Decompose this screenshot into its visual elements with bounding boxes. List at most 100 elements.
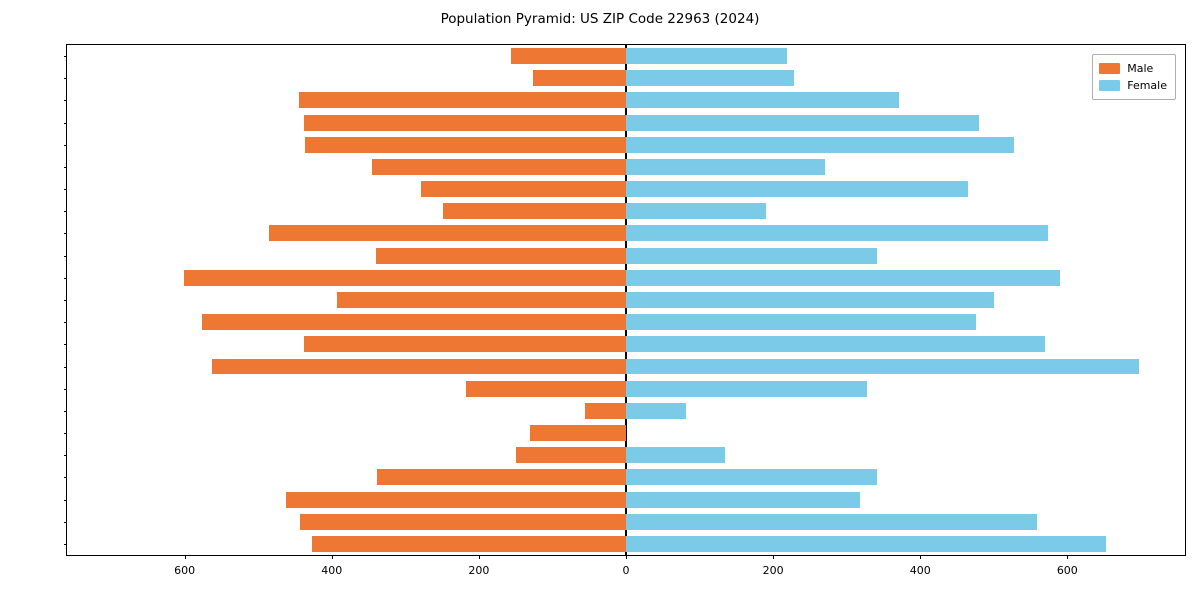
bar-male[interactable] [532,70,626,87]
pyramid-row [67,314,1185,331]
x-axis-label: 600 [174,564,196,577]
y-axis-tick [63,277,67,279]
pyramid-row [67,447,1185,464]
x-axis-tick [331,555,333,559]
bar-female[interactable] [626,158,826,175]
bar-female[interactable] [626,469,877,486]
legend-label: Male [1127,62,1154,75]
bar-female[interactable] [626,269,1060,286]
pyramid-row [67,336,1185,353]
bar-female[interactable] [626,203,767,220]
pyramid-row [67,402,1185,419]
bar-male[interactable] [183,269,626,286]
bar-male[interactable] [516,447,626,464]
bar-male[interactable] [465,380,626,397]
bar-male[interactable] [286,491,626,508]
pyramid-row [67,491,1185,508]
bar-male[interactable] [442,203,626,220]
y-axis-tick [63,78,67,80]
bar-female[interactable] [626,136,1014,153]
pyramid-row [67,136,1185,153]
bar-male[interactable] [303,336,626,353]
pyramid-row [67,181,1185,198]
legend-swatch-icon [1099,63,1121,74]
y-axis-tick [63,189,67,191]
x-axis-tick [478,555,480,559]
pyramid-row [67,70,1185,87]
y-axis-tick [63,521,67,523]
x-axis-tick [184,555,186,559]
y-axis-tick [63,300,67,301]
y-axis-tick [63,122,67,124]
bar-female[interactable] [626,402,687,419]
bar-female[interactable] [626,48,788,65]
bar-male[interactable] [299,92,626,109]
pyramid-row [67,425,1185,441]
bar-male[interactable] [336,292,626,308]
bar-male[interactable] [420,181,626,198]
bar-male[interactable] [311,535,626,552]
bar-female[interactable] [626,535,1107,552]
bar-female[interactable] [626,92,899,109]
bar-female[interactable] [626,181,969,198]
bar-female[interactable] [626,513,1038,530]
bar-male[interactable] [211,358,626,375]
bar-female[interactable] [626,358,1139,375]
y-axis-tick [63,433,67,435]
y-axis-tick [63,233,67,235]
y-axis-tick [63,388,67,390]
bar-male[interactable] [300,513,626,530]
y-axis-tick [63,255,67,257]
bar-male[interactable] [201,314,626,331]
bar-male[interactable] [377,469,626,486]
zero-axis-line [625,45,627,555]
y-axis-tick [63,543,67,545]
x-axis-label: 400 [321,564,343,577]
bar-female[interactable] [626,247,877,264]
x-axis-label: 600 [1056,564,1078,577]
y-axis-tick [63,144,67,146]
y-axis-tick [63,211,67,213]
bar-female[interactable] [626,380,867,397]
pyramid-row [67,48,1185,65]
bar-female[interactable] [626,114,980,131]
bar-female[interactable] [626,336,1046,353]
bar-male[interactable] [511,48,626,65]
y-axis-tick [63,366,67,368]
bar-male[interactable] [371,158,626,175]
y-axis-tick [63,455,67,457]
plot-area [67,45,1185,555]
y-axis-tick [63,322,67,324]
bar-male[interactable] [303,114,626,131]
bar-male[interactable] [529,425,626,441]
pyramid-row [67,513,1185,530]
bar-female[interactable] [626,447,725,464]
x-axis-tick [773,555,775,559]
pyramid-row [67,535,1185,552]
legend-swatch-icon [1099,80,1121,91]
chart-legend: Male Female [1092,54,1176,100]
bar-female[interactable] [626,292,994,308]
pyramid-row [67,247,1185,264]
bar-male[interactable] [584,402,626,419]
bar-female[interactable] [626,491,860,508]
legend-label: Female [1127,79,1167,92]
bar-female[interactable] [626,70,794,87]
bar-male[interactable] [375,247,626,264]
legend-item[interactable]: Female [1099,77,1167,94]
y-axis-tick [63,100,67,102]
pyramid-row [67,269,1185,286]
legend-item[interactable]: Male [1099,60,1167,77]
y-axis-tick [63,166,67,168]
bar-female[interactable] [626,225,1049,242]
pyramid-row [67,203,1185,220]
x-axis-tick [1067,555,1069,559]
pyramid-row [67,380,1185,397]
bar-male[interactable] [304,136,626,153]
x-axis-label: 400 [909,564,931,577]
y-axis-tick [63,477,67,479]
bar-male[interactable] [268,225,626,242]
bar-female[interactable] [626,314,977,331]
